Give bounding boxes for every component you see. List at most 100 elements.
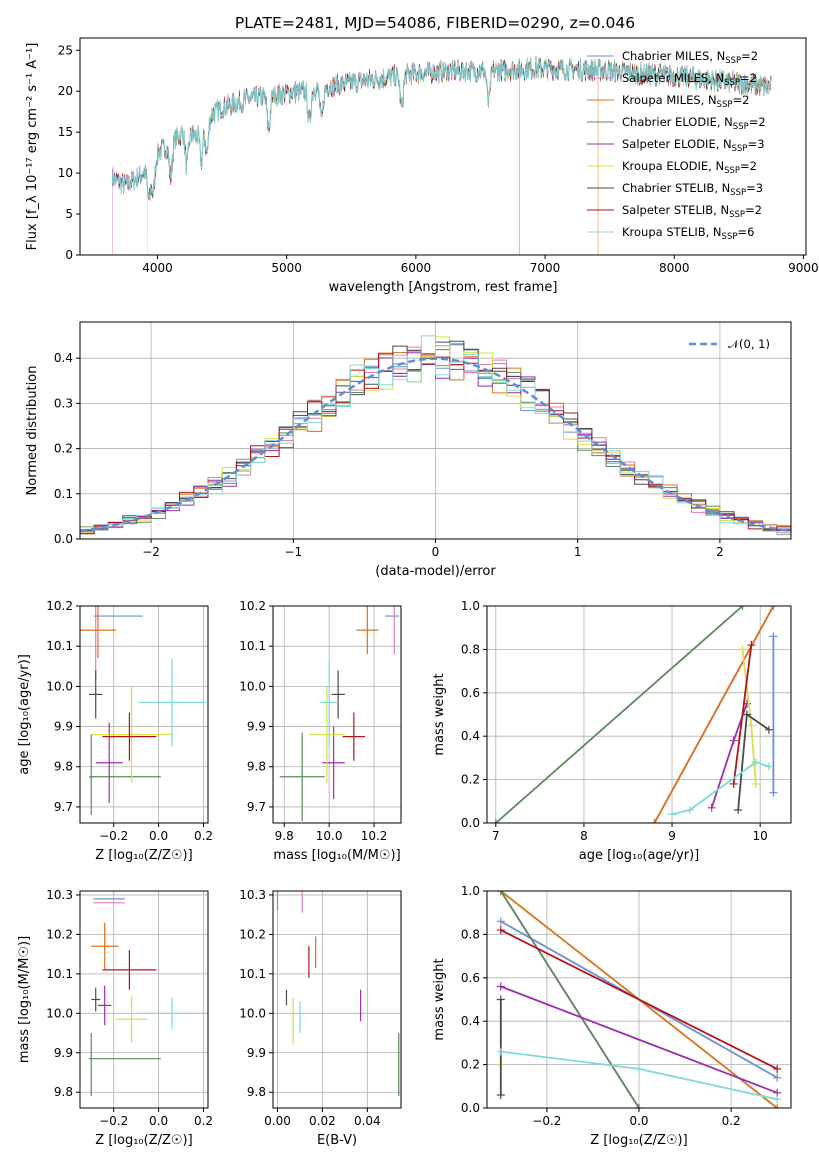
spectrum-line-9 [111, 58, 772, 200]
x-tick-label: 0.0 [629, 1114, 648, 1128]
mass-weight-marker [707, 803, 716, 812]
y-tick-label: 10 [58, 166, 73, 180]
plot-area [491, 606, 778, 823]
y-axis-label: mass weight [432, 673, 447, 755]
mass-weight-marker [729, 779, 738, 788]
mass-weight-marker [751, 779, 760, 788]
x-tick-label: 0.02 [309, 1114, 336, 1128]
mass-weight-line-4 [500, 891, 640, 1108]
x-tick-label: 0.2 [194, 1114, 213, 1128]
legend-label: Salpeter ELODIE, NSSP=3 [622, 137, 765, 154]
mass-weight-line-3 [653, 606, 775, 823]
y-tick-label: 10.1 [239, 967, 266, 981]
y-tick-label: 0.4 [461, 729, 480, 743]
x-axis-label: Z [log₁₀(Z/Z☉)] [590, 1133, 687, 1148]
plot-area [496, 891, 782, 1108]
y-tick-label: 10.0 [46, 1006, 73, 1020]
x-tick-label: 8 [580, 829, 588, 843]
x-tick-label: 9 [668, 829, 676, 843]
mass-weight-line-5 [500, 985, 778, 1094]
y-tick-label: 10.0 [239, 679, 266, 693]
y-tick-label: 0.1 [54, 487, 73, 501]
y-tick-label: 10.2 [239, 927, 266, 941]
y-tick-label: 0.2 [461, 1058, 480, 1072]
legend-subscript: SSP [717, 100, 733, 110]
x-tick-label: 0.2 [194, 829, 213, 843]
spectrum-legend: Chabrier MILES, NSSP=2 Salpeter MILES, NS… [587, 49, 766, 242]
legend-label: Salpeter STELIB, NSSP=2 [622, 203, 762, 220]
mass-weight-marker [729, 736, 738, 745]
mass-weight-marker [764, 762, 773, 771]
y-tick-label: 0 [65, 248, 73, 262]
y-tick-label: 9.9 [54, 1046, 73, 1060]
mass-weight-marker [773, 1073, 782, 1082]
y-tick-label: 10.2 [46, 599, 73, 613]
mass-weight-marker [747, 721, 756, 730]
plot-area [111, 56, 772, 255]
y-axis-label: Normed distribution [25, 366, 40, 496]
mass-weight-line-4 [495, 606, 744, 823]
y-tick-label: 0.0 [54, 532, 73, 546]
axes-age_vs_Z: −0.2 0.0 0.2 9.7 9.8 9.9 10.0 10.1 10.2 Z [log₁₀(… [17, 599, 213, 863]
y-axis-label: mass [log₁₀(M/M☉)] [17, 936, 32, 1063]
axes-mass_vs_Z: −0.2 0.0 0.2 9.8 9.9 10.0 10.1 10.2 10.3 Z [log₁₀… [17, 888, 213, 1148]
axes-frame [486, 605, 792, 824]
mass-weight-line-9 [671, 761, 770, 816]
legend-count: =3 [746, 181, 763, 195]
mass-weight-marker [491, 819, 500, 823]
x-tick-label: 7000 [530, 261, 561, 275]
x-tick-label: 4000 [142, 261, 173, 275]
x-tick-label: 0.0 [149, 829, 168, 843]
mass-weight-marker [738, 645, 747, 654]
y-tick-label: 0.6 [461, 971, 480, 985]
x-tick-label: 0.00 [264, 1114, 291, 1128]
legend-count: =2 [749, 115, 766, 129]
y-tick-label: 0.8 [461, 642, 480, 656]
y-tick-label: 0.4 [54, 351, 73, 365]
y-tick-label: 10.3 [46, 888, 73, 902]
x-tick-label: 0.2 [722, 1114, 741, 1128]
y-tick-label: 0.0 [461, 1101, 480, 1115]
y-tick-label: 1.0 [461, 884, 480, 898]
legend-label: Kroupa STELIB, NSSP=6 [622, 225, 754, 242]
mass-weight-marker [734, 805, 743, 814]
y-tick-label: 20 [58, 84, 73, 98]
y-tick-label: 9.7 [247, 800, 266, 814]
mass-weight-marker [769, 606, 778, 610]
x-axis-label: mass [log₁₀(M/M☉)] [273, 848, 400, 863]
x-tick-label: 2 [716, 545, 724, 559]
axes-frame [272, 890, 402, 1109]
mass-weight-marker [496, 995, 505, 1004]
y-axis-label: mass weight [432, 958, 447, 1040]
y-tick-label: 10.1 [46, 639, 73, 653]
y-tick-label: 10.2 [46, 927, 73, 941]
axes-frame [79, 37, 807, 256]
axes-mass_vs_ebv: 0.00 0.02 0.04 9.8 9.9 10.0 10.1 10.2 10.3 E(B-V) [239, 888, 402, 1148]
plot-area [276, 891, 400, 1097]
x-axis-label: Z [log₁₀(Z/Z☉)] [95, 848, 192, 863]
legend-subscript: SSP [729, 210, 745, 220]
legend-label: Kroupa MILES, NSSP=2 [622, 93, 749, 110]
legend-subscript: SSP [725, 56, 741, 66]
plot-area [88, 898, 206, 1097]
mass-weight-marker [496, 982, 505, 991]
mass-weight-marker [747, 641, 756, 650]
y-axis-label: Flux [f_λ 10⁻¹⁷ erg cm⁻² s⁻¹ A⁻¹] [25, 43, 40, 251]
y-tick-label: 10.3 [239, 888, 266, 902]
mass-weight-marker [773, 1064, 782, 1073]
y-tick-label: 9.8 [247, 1085, 266, 1099]
y-tick-label: 10.1 [46, 967, 73, 981]
axes-mass_weight_vs_age: 7 8 9 10 0.0 0.2 0.4 0.6 0.8 1.0 age [log₁₀(age/yr… [432, 599, 792, 863]
axes-frame [79, 605, 209, 824]
mass-weight-marker [496, 926, 505, 935]
mass-weight-marker [773, 1095, 782, 1104]
legend-subscript: SSP [730, 188, 746, 198]
y-tick-label: 15 [58, 125, 73, 139]
axes-frame [79, 890, 209, 1109]
y-tick-label: 9.9 [247, 720, 266, 734]
x-tick-label: 10.2 [361, 829, 388, 843]
x-tick-label: 9000 [788, 261, 819, 275]
legend-label: Chabrier MILES, NSSP=2 [622, 49, 758, 66]
y-tick-label: 9.8 [54, 760, 73, 774]
